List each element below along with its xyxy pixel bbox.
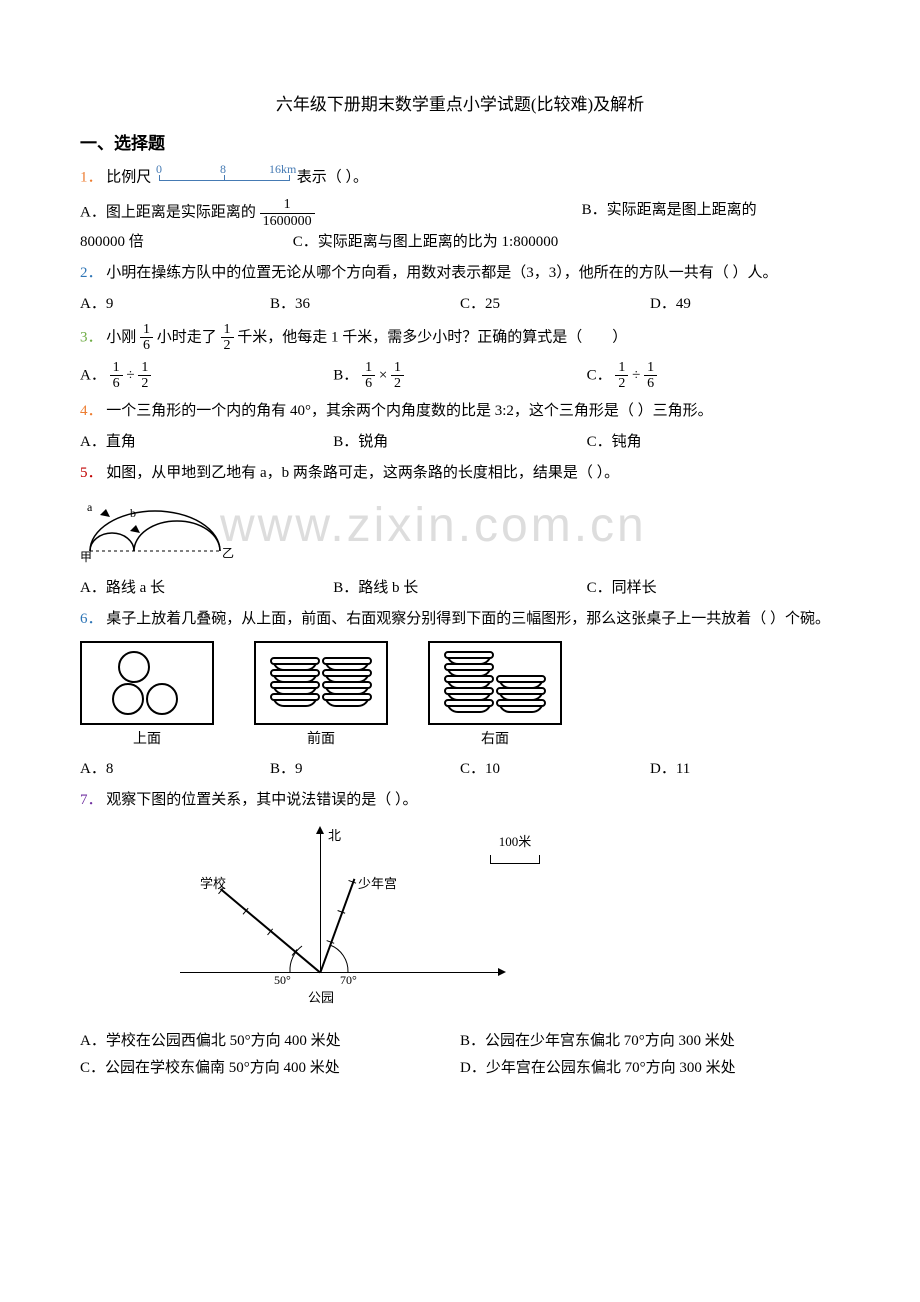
q3-options: A． 16 ÷ 12 B． 16 × 12 C． 12 ÷ 16 (80, 360, 840, 392)
question-7: 7． 观察下图的位置关系，其中说法错误的是（ ）。 (80, 787, 840, 814)
question-3: 3． 小刚 16 小时走了 12 千米，他每走 1 千米，需多少小时？正确的算式… (80, 322, 840, 354)
q2-A: A．9 (80, 291, 270, 318)
q2-D: D．49 (650, 291, 840, 318)
q6-text: 桌子上放着几叠碗，从上面，前面、右面观察分别得到下面的三幅图形，那么这张桌子上一… (106, 611, 830, 627)
fraction: 16 (140, 322, 153, 354)
q4-C: C．钝角 (587, 429, 840, 456)
question-1: 1． 比例尺 0 8 16km 表示（ ）。 (80, 163, 840, 193)
q7-A: A．学校在公园西偏北 50°方向 400 米处 (80, 1028, 460, 1055)
question-2: 2． 小明在操练方队中的位置无论从哪个方向看，用数对表示都是（3，3），他所在的… (80, 260, 840, 287)
view-top: 上面 (80, 641, 214, 752)
qnum-5: 5． (80, 465, 103, 481)
svg-text:b: b (130, 506, 136, 520)
q1-optA: A．图上距离是实际距离的 1 1600000 (80, 197, 582, 229)
q6-B: B．9 (270, 756, 460, 783)
q1-options-row1: A．图上距离是实际距离的 1 1600000 B．实际距离是图上距离的 (80, 197, 840, 229)
q5-text: 如图，从甲地到乙地有 a，b 两条路可走，这两条路的长度相比，结果是（ ）。 (106, 465, 619, 481)
q4-B: B．锐角 (333, 429, 586, 456)
fraction: 12 (221, 322, 234, 354)
qnum-4: 4． (80, 403, 103, 419)
q7-text: 观察下图的位置关系，其中说法错误的是（ ）。 (106, 792, 417, 808)
q2-C: C．25 (460, 291, 650, 318)
q3-A: A． 16 ÷ 12 (80, 360, 333, 392)
q5-figure-area: www.zixin.com.cn a b 甲 乙 (80, 493, 840, 573)
scale-bar: 100米 (490, 830, 540, 864)
q2-B: B．36 (270, 291, 460, 318)
section-heading-1: 一、选择题 (80, 129, 840, 160)
q6-views: 上面 前面 右面 (80, 641, 840, 752)
svg-text:甲: 甲 (80, 550, 92, 563)
q4-text: 一个三角形的一个内的角有 40°，其余两个内角度数的比是 3:2，这个三角形是（… (106, 403, 712, 419)
q4-options: A．直角 B．锐角 C．钝角 (80, 429, 840, 456)
q1-options-row2: 800000 倍 C．实际距离与图上距离的比为 1:800000 (80, 229, 840, 256)
qnum-3: 3． (80, 329, 103, 345)
q4-A: A．直角 (80, 429, 333, 456)
qnum-1: 1． (80, 170, 103, 186)
q7-B: B．公园在少年宫东偏北 70°方向 300 米处 (460, 1028, 840, 1055)
q5-diagram: a b 甲 乙 (80, 493, 840, 573)
q7-D: D．少年宫在公园东偏北 70°方向 300 米处 (460, 1055, 840, 1082)
q2-options: A．9 B．36 C．25 D．49 (80, 291, 840, 318)
q3-mid2: 千米，他每走 1 千米，需多少小时？正确的算式是（ ） (237, 329, 627, 345)
q3-pre: 小刚 (106, 329, 136, 345)
q5-C: C．同样长 (587, 575, 840, 602)
view-right: 右面 (428, 641, 562, 752)
q2-text: 小明在操练方队中的位置无论从哪个方向看，用数对表示都是（3，3），他所在的方队一… (106, 265, 777, 281)
q1-line2-pre: 800000 倍 (80, 229, 293, 256)
q6-D: D．11 (650, 756, 840, 783)
q5-B: B．路线 b 长 (333, 575, 586, 602)
view-front: 前面 (254, 641, 388, 752)
q7-C: C．公园在学校东偏南 50°方向 400 米处 (80, 1055, 460, 1082)
q1-post: 表示（ ）。 (297, 170, 368, 186)
q3-C: C． 12 ÷ 16 (587, 360, 840, 392)
qnum-2: 2． (80, 265, 103, 281)
q7-options-row1: A．学校在公园西偏北 50°方向 400 米处 B．公园在少年宫东偏北 70°方… (80, 1028, 840, 1055)
q7-diagram: 北 100米 学校 少年宫 50° 70° 公园 (180, 822, 560, 1022)
svg-text:乙: 乙 (222, 546, 234, 560)
q5-options: A．路线 a 长 B．路线 b 长 C．同样长 (80, 575, 840, 602)
page-title: 六年级下册期末数学重点小学试题(比较难)及解析 (80, 90, 840, 121)
qnum-6: 6． (80, 611, 103, 627)
q3-B: B． 16 × 12 (333, 360, 586, 392)
question-6: 6． 桌子上放着几叠碗，从上面，前面、右面观察分别得到下面的三幅图形，那么这张桌… (80, 606, 840, 633)
q7-options-row2: C．公园在学校东偏南 50°方向 400 米处 D．少年宫在公园东偏北 70°方… (80, 1055, 840, 1082)
q1-optB: B．实际距离是图上距离的 (582, 197, 840, 229)
q1-pre: 比例尺 (106, 170, 151, 186)
q3-mid1: 小时走了 (157, 329, 217, 345)
q6-options: A．8 B．9 C．10 D．11 (80, 756, 840, 783)
qnum-7: 7． (80, 792, 103, 808)
question-4: 4． 一个三角形的一个内的角有 40°，其余两个内角度数的比是 3:2，这个三角… (80, 398, 840, 425)
scale-ruler-icon: 0 8 16km (159, 163, 289, 193)
q1-optC: C．实际距离与图上距离的比为 1:800000 (293, 229, 840, 256)
q5-A: A．路线 a 长 (80, 575, 333, 602)
fraction: 1 1600000 (260, 197, 315, 229)
q6-C: C．10 (460, 756, 650, 783)
q6-A: A．8 (80, 756, 270, 783)
svg-text:a: a (87, 500, 93, 514)
